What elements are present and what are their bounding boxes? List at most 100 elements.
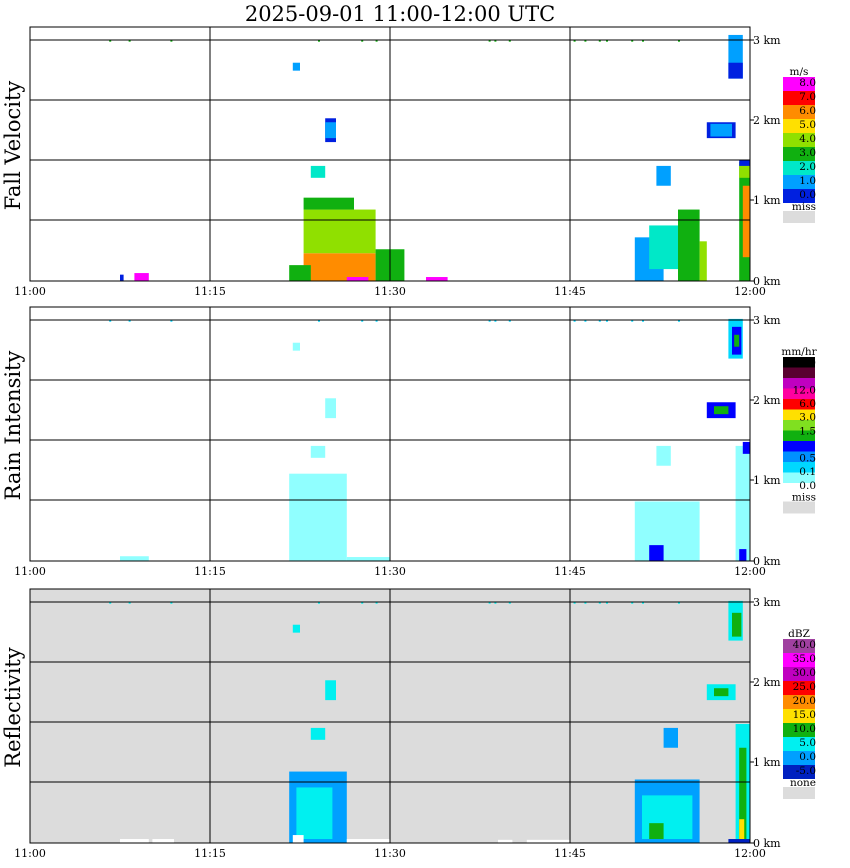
- colorbar-unit: mm/hr: [781, 346, 817, 358]
- data-cell: [346, 277, 369, 281]
- data-cell: [109, 319, 112, 322]
- data-cell: [498, 839, 513, 843]
- y-tick-label: 2 km: [753, 394, 781, 407]
- colorbar-label: 25.0: [793, 681, 816, 693]
- plot-frame: [29, 26, 751, 282]
- colorbar-swatch: [783, 430, 815, 441]
- data-cell: [573, 39, 576, 42]
- data-cell: [526, 839, 570, 843]
- colorbar-swatch: [783, 737, 815, 751]
- x-tick-label: 11:45: [554, 565, 586, 578]
- colorbar-swatch: [783, 483, 815, 494]
- panel-3: 11:00 11:15 11:30 11:45 12:000 km 1 km 2 km 3 k…: [1, 588, 816, 860]
- x-tick-label: 11:00: [14, 565, 46, 578]
- colorbar-swatch: [783, 765, 815, 779]
- data-cell: [494, 319, 497, 322]
- data-cell: [310, 445, 326, 458]
- data-cell: [488, 319, 491, 322]
- data-cell: [739, 819, 745, 840]
- data-cell: [170, 319, 173, 322]
- x-tick-label: 12:00: [734, 285, 766, 298]
- data-cell: [742, 185, 750, 258]
- colorbar-label: 7.0: [799, 91, 816, 103]
- colorbar-label: 35.0: [793, 653, 816, 665]
- x-tick-label: 11:15: [194, 285, 226, 298]
- x-tick-label: 12:00: [734, 847, 766, 860]
- data-cell: [642, 319, 644, 322]
- colorbar-label: 3.0: [799, 147, 816, 159]
- data-cell: [488, 39, 491, 42]
- data-cell: [292, 835, 304, 843]
- data-cell: [289, 265, 311, 281]
- data-cell: [310, 727, 326, 740]
- colorbar-label: 20.0: [793, 695, 816, 707]
- data-cell: [710, 123, 732, 137]
- data-cell: [109, 39, 112, 42]
- y-axis-label: Reflectivity: [1, 647, 25, 768]
- y-tick-label: 3 km: [753, 314, 781, 327]
- colorbar-swatch: [783, 420, 815, 431]
- data-cell: [598, 601, 601, 604]
- colorbar-swatch: [783, 378, 815, 389]
- colorbar-swatch: [783, 388, 815, 399]
- x-tick-label: 11:15: [194, 565, 226, 578]
- data-cell: [346, 557, 390, 561]
- data-cell: [508, 601, 511, 604]
- colorbar-miss-swatch: [783, 211, 815, 223]
- data-cell: [292, 342, 300, 351]
- y-axis-label: Rain Intensity: [1, 351, 25, 501]
- colorbar-swatch: [783, 77, 815, 91]
- plot-frame: [29, 306, 751, 562]
- data-cell: [739, 747, 747, 840]
- data-cell: [128, 601, 131, 604]
- colorbar-label: -5.0: [796, 765, 816, 777]
- colorbar-swatch: [783, 751, 815, 765]
- data-cell: [714, 406, 729, 415]
- colorbar-swatch: [783, 695, 815, 709]
- data-cell: [735, 445, 750, 561]
- x-tick-label: 11:45: [554, 847, 586, 860]
- data-cell: [325, 398, 336, 419]
- data-cell: [120, 839, 149, 843]
- data-cell: [606, 39, 608, 42]
- colorbar-swatch: [783, 462, 815, 473]
- colorbar-label: 15.0: [793, 709, 816, 721]
- y-tick-label: 0 km: [753, 555, 781, 568]
- data-cell: [494, 601, 497, 604]
- data-cell: [631, 601, 634, 604]
- colorbar-label: 8.0: [799, 77, 816, 89]
- x-tick-label: 11:30: [374, 565, 406, 578]
- data-cell: [375, 319, 378, 322]
- data-cell: [678, 39, 680, 42]
- y-tick-label: 1 km: [753, 474, 781, 487]
- colorbar-label: 6.0: [799, 398, 816, 410]
- colorbar-unit: m/s: [790, 66, 809, 78]
- data-cell: [318, 601, 320, 604]
- colorbar-label: 5.0: [799, 119, 816, 131]
- y-tick-label: 0 km: [753, 837, 781, 850]
- colorbar-label: 0.1: [799, 466, 816, 478]
- data-cell: [494, 39, 497, 42]
- data-cell: [631, 39, 634, 42]
- x-tick-label: 11:00: [14, 847, 46, 860]
- data-cell: [346, 839, 390, 843]
- plot-frame: [29, 588, 751, 844]
- colorbar-miss-swatch: [783, 501, 815, 514]
- colorbar-label: 5.0: [799, 737, 816, 749]
- colorbar-label: 0.5: [799, 453, 816, 465]
- colorbar-swatch: [783, 681, 815, 695]
- colorbar-label: 12.0: [793, 384, 816, 396]
- data-cell: [170, 39, 173, 42]
- colorbar-swatch: [783, 133, 815, 147]
- data-cell: [134, 273, 149, 281]
- data-cell: [678, 319, 680, 322]
- colorbar-swatch: [783, 91, 815, 105]
- data-cell: [739, 160, 750, 166]
- x-tick-label: 11:30: [374, 285, 406, 298]
- chart-title: 2025-09-01 11:00-12:00 UTC: [245, 2, 555, 26]
- colorbar-swatch: [783, 367, 815, 378]
- data-cell: [303, 209, 376, 254]
- data-cell: [325, 122, 336, 139]
- colorbar-label: 0.0: [799, 189, 816, 201]
- data-cell: [109, 601, 112, 604]
